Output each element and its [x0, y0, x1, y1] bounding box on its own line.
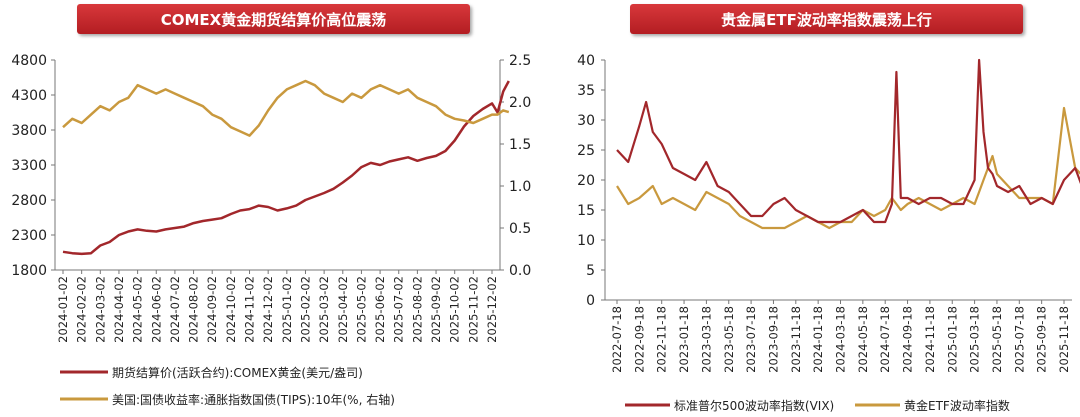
x-tick-label: 2024-07-18 — [878, 306, 892, 373]
x-tick-label: 2025-03-02 — [317, 276, 331, 343]
x-tick-label: 2025-05-18 — [990, 306, 1004, 373]
x-tick-label: 2025-02-02 — [298, 276, 312, 343]
x-tick-label: 2023-01-18 — [677, 306, 691, 373]
x-tick-label: 2025-06-02 — [373, 276, 387, 343]
right-chart-title: 贵金属ETF波动率指数震荡上行 — [630, 4, 1023, 34]
y-tick-label: 20 — [577, 173, 595, 189]
x-tick-label: 2024-01-18 — [811, 306, 825, 373]
left-y-tick-label: 1800 — [11, 263, 47, 279]
legend-label-gvz: 黄金ETF波动率指数 — [904, 398, 1010, 413]
x-tick-label: 2024-06-02 — [149, 276, 163, 343]
x-tick-label: 2024-05-18 — [856, 306, 870, 373]
series-vix — [616, 58, 1080, 224]
left-chart: 1800 2300 2800 3300 3800 4300 4800 0.0 0.5 1.0 1.5… — [11, 53, 531, 407]
x-tick-label: 2023-03-18 — [699, 306, 713, 373]
legend-label-vix: 标准普尔500波动率指数(VIX) — [674, 398, 834, 413]
left-y-tick-label: 3300 — [11, 158, 47, 174]
left-y-tick-label: 2800 — [11, 193, 47, 209]
x-tick-label: 2025-01-02 — [280, 276, 294, 343]
x-tick-label: 2025-04-02 — [336, 276, 350, 343]
right-y-tick-label: 0.5 — [509, 221, 531, 237]
x-tick-label: 2022-11-18 — [655, 306, 669, 373]
x-tick-label: 2024-03-18 — [834, 306, 848, 373]
right-chart: 0 5 10 15 20 25 30 35 40 2022-07-18 2022-09-18 2022… — [577, 53, 1080, 413]
x-tick-label: 2025-07-02 — [392, 276, 406, 343]
left-y-tick-label: 2300 — [11, 228, 47, 244]
x-tick-label: 2025-01-18 — [945, 306, 959, 373]
x-tick-label: 2024-05-02 — [131, 276, 145, 343]
x-tick-label: 2025-09-18 — [1035, 306, 1049, 373]
series-gold-price — [62, 80, 510, 256]
x-tick-label: 2024-09-18 — [901, 306, 915, 373]
x-tick-label: 2024-04-02 — [112, 276, 126, 343]
x-tick-label: 2023-11-18 — [789, 306, 803, 373]
x-tick-label: 2025-07-18 — [1012, 306, 1026, 373]
x-tick-label: 2024-01-02 — [56, 276, 70, 343]
right-y-tick-label: 2.0 — [509, 95, 531, 111]
left-y-tick-label: 4800 — [11, 53, 47, 69]
x-tick-label: 2025-09-02 — [429, 276, 443, 343]
y-tick-label: 10 — [577, 233, 595, 249]
y-tick-label: 35 — [577, 83, 595, 99]
left-y-tick-label: 4300 — [11, 88, 47, 104]
x-tick-label: 2023-05-18 — [722, 306, 736, 373]
x-tick-label: 2024-08-02 — [187, 276, 201, 343]
x-tick-label: 2025-03-18 — [968, 306, 982, 373]
y-tick-label: 15 — [577, 203, 595, 219]
right-y-tick-label: 0.0 — [509, 263, 531, 279]
y-tick-label: 0 — [586, 293, 595, 309]
right-y-tick-label: 1.5 — [509, 137, 531, 153]
x-tick-label: 2024-07-02 — [168, 276, 182, 343]
x-tick-label: 2024-09-02 — [205, 276, 219, 343]
series-gold-etf-vol — [616, 106, 1080, 230]
y-tick-label: 40 — [577, 53, 595, 69]
x-tick-label: 2024-10-02 — [224, 276, 238, 343]
y-tick-label: 25 — [577, 143, 595, 159]
x-tick-label: 2022-09-18 — [632, 306, 646, 373]
x-tick-label: 2024-02-02 — [75, 276, 89, 343]
x-tick-label: 2025-05-02 — [354, 276, 368, 343]
x-tick-label: 2024-03-02 — [93, 276, 107, 343]
left-y-tick-label: 3800 — [11, 123, 47, 139]
right-y-tick-label: 2.5 — [509, 53, 531, 69]
x-tick-label: 2025-12-02 — [485, 276, 499, 343]
x-tick-label: 2025-08-02 — [410, 276, 424, 343]
y-tick-label: 5 — [586, 263, 595, 279]
x-tick-label: 2025-11-02 — [466, 276, 480, 343]
x-tick-label: 2024-12-02 — [261, 276, 275, 343]
series-tips-yield — [62, 79, 510, 137]
x-tick-label: 2025-10-02 — [448, 276, 462, 343]
x-tick-label: 2024-11-18 — [923, 306, 937, 373]
y-tick-label: 30 — [577, 113, 595, 129]
left-chart-title: COMEX黄金期货结算价高位震荡 — [77, 4, 470, 34]
legend-label-tips: 美国:国债收益率:通胀指数国债(TIPS):10年(%, 右轴) — [112, 392, 395, 407]
x-tick-label: 2024-11-02 — [243, 276, 257, 343]
x-tick-label: 2025-11-18 — [1057, 306, 1071, 373]
x-tick-label: 2023-07-18 — [744, 306, 758, 373]
legend-label-gold-price: 期货结算价(活跃合约):COMEX黄金(美元/盎司) — [112, 365, 363, 380]
x-tick-label: 2022-07-18 — [610, 306, 624, 373]
x-tick-label: 2023-09-18 — [766, 306, 780, 373]
right-y-tick-label: 1.0 — [509, 179, 531, 195]
